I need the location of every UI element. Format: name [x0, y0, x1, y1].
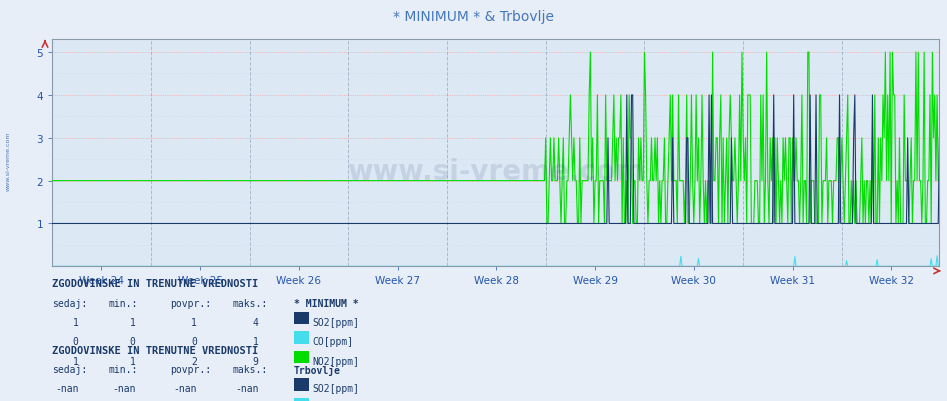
Text: * MINIMUM * & Trbovlje: * MINIMUM * & Trbovlje — [393, 10, 554, 24]
Text: 4: 4 — [253, 317, 259, 327]
Text: min.:: min.: — [109, 364, 138, 374]
Text: NO2[ppm]: NO2[ppm] — [313, 356, 360, 366]
Text: sedaj:: sedaj: — [52, 298, 87, 308]
Text: 1: 1 — [130, 356, 135, 366]
Text: 1: 1 — [130, 317, 135, 327]
Text: Trbovlje: Trbovlje — [294, 364, 341, 375]
Text: * MINIMUM *: * MINIMUM * — [294, 298, 358, 308]
Text: 1: 1 — [191, 317, 197, 327]
Text: CO[ppm]: CO[ppm] — [313, 336, 353, 346]
Text: 2: 2 — [191, 356, 197, 366]
Text: 0: 0 — [130, 336, 135, 346]
Text: ZGODOVINSKE IN TRENUTNE VREDNOSTI: ZGODOVINSKE IN TRENUTNE VREDNOSTI — [52, 345, 259, 355]
Text: 0: 0 — [73, 336, 79, 346]
Text: SO2[ppm]: SO2[ppm] — [313, 383, 360, 393]
Text: -nan: -nan — [235, 383, 259, 393]
Text: povpr.:: povpr.: — [170, 298, 211, 308]
Text: ZGODOVINSKE IN TRENUTNE VREDNOSTI: ZGODOVINSKE IN TRENUTNE VREDNOSTI — [52, 279, 259, 289]
Text: 0: 0 — [191, 336, 197, 346]
Text: -nan: -nan — [112, 383, 135, 393]
Text: 1: 1 — [73, 356, 79, 366]
Text: povpr.:: povpr.: — [170, 364, 211, 374]
Text: www.si-vreme.com: www.si-vreme.com — [348, 158, 644, 186]
Text: 1: 1 — [73, 317, 79, 327]
Text: min.:: min.: — [109, 298, 138, 308]
Text: -nan: -nan — [173, 383, 197, 393]
Text: sedaj:: sedaj: — [52, 364, 87, 374]
Text: -nan: -nan — [55, 383, 79, 393]
Text: 9: 9 — [253, 356, 259, 366]
Text: maks.:: maks.: — [232, 364, 267, 374]
Text: maks.:: maks.: — [232, 298, 267, 308]
Text: www.si-vreme.com: www.si-vreme.com — [6, 131, 10, 190]
Text: 1: 1 — [253, 336, 259, 346]
Text: SO2[ppm]: SO2[ppm] — [313, 317, 360, 327]
